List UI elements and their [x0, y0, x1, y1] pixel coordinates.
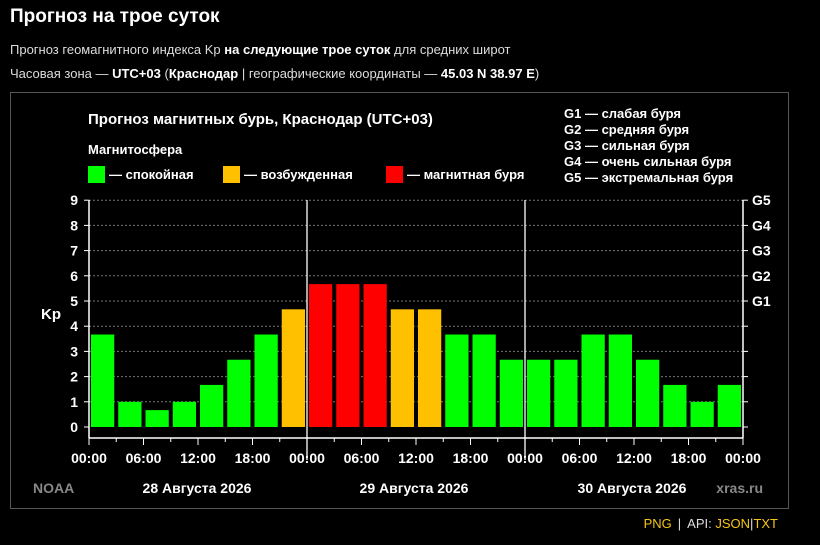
- y-tick-label: 9: [70, 192, 78, 208]
- kp-bar: [91, 334, 115, 427]
- g-scale-g4: G4 — очень сильная буря: [564, 154, 731, 169]
- x-tick-label: 00:00: [289, 450, 325, 466]
- kp-bar: [145, 410, 169, 427]
- png-link[interactable]: PNG: [643, 516, 672, 531]
- tz-value: UTC+03: [112, 66, 161, 81]
- x-tick-label: 12:00: [180, 450, 216, 466]
- g-scale-tick-label: G5: [752, 192, 771, 208]
- forecast-description: Прогноз геомагнитного индекса Kp на след…: [10, 42, 510, 57]
- kp-bar: [254, 334, 278, 427]
- kp-bar: [717, 384, 741, 427]
- y-tick-label: 2: [70, 369, 78, 385]
- y-tick-label: 6: [70, 268, 78, 284]
- x-tick-label: 06:00: [344, 450, 380, 466]
- tz-prefix: Часовая зона —: [10, 66, 113, 81]
- kp-bar: [608, 334, 632, 427]
- footer-links: PNG | API: JSON|TXT: [644, 516, 778, 531]
- x-tick-label: 00:00: [507, 450, 543, 466]
- day-label-1: 28 Августа 2026: [143, 480, 252, 496]
- kp-bar: [418, 309, 442, 427]
- kp-bar: [636, 359, 660, 427]
- kp-bar: [690, 401, 714, 427]
- kp-bar: [499, 359, 523, 427]
- g-scale-tick-label: G3: [752, 243, 771, 259]
- legend-label-storm: — магнитная буря: [407, 167, 524, 182]
- kp-forecast-chart: Прогноз магнитных бурь, Краснодар (UTC+0…: [33, 106, 771, 496]
- city-name: Краснодар: [168, 66, 239, 81]
- legend-swatch-calm: [88, 166, 105, 183]
- g-scale-tick-label: G4: [752, 217, 771, 233]
- desc-suffix: для средних широт: [390, 42, 511, 57]
- kp-bar: [390, 309, 414, 427]
- coords-value: 45.03 N 38.97 E: [440, 66, 535, 81]
- tz-open-paren: (: [160, 66, 169, 81]
- legend-label-excited: — возбужденная: [244, 167, 353, 182]
- x-tick-label: 12:00: [398, 450, 434, 466]
- source-noaa: NOAA: [33, 480, 74, 496]
- kp-bar: [118, 401, 142, 427]
- source-xras: xras.ru: [716, 480, 763, 496]
- g-scale-g5: G5 — экстремальная буря: [564, 170, 733, 185]
- kp-bar: [172, 401, 196, 427]
- kp-bar: [309, 284, 333, 427]
- x-tick-label: 18:00: [671, 450, 707, 466]
- y-tick-label: 0: [70, 419, 78, 435]
- x-tick-label: 06:00: [562, 450, 598, 466]
- kp-bar: [581, 334, 605, 427]
- footer-separator: |: [677, 516, 682, 531]
- x-tick-label: 00:00: [71, 450, 107, 466]
- legend-label-calm: — спокойная: [109, 167, 194, 182]
- kp-bar: [363, 284, 387, 427]
- plot-area: 0 1 2 3 4 5 6 7 8 9 G1 G2 G3 G4 G5 00:00 06:00 12:00 18:00…: [70, 192, 771, 466]
- y-tick-label: 4: [70, 318, 78, 334]
- g-scale-tick-label: G1: [752, 293, 771, 309]
- x-tick-label: 12:00: [616, 450, 652, 466]
- y-tick-label: 8: [70, 217, 78, 233]
- day-label-3: 30 Августа 2026: [578, 480, 687, 496]
- y-tick-label: 5: [70, 293, 78, 309]
- api-label: API:: [687, 516, 712, 531]
- footer-separator: |: [750, 516, 754, 531]
- x-tick-label: 18:00: [453, 450, 489, 466]
- g-scale-g1: G1 — слабая буря: [564, 106, 681, 121]
- g-scale-g3: G3 — сильная буря: [564, 138, 690, 153]
- y-tick-label: 3: [70, 343, 78, 359]
- tz-close-paren: ): [534, 66, 540, 81]
- kp-bar: [554, 359, 578, 427]
- g-scale-g2: G2 — средняя буря: [564, 122, 689, 137]
- kp-bar: [227, 359, 251, 427]
- kp-bar: [200, 384, 224, 427]
- y-tick-label: 7: [70, 243, 78, 259]
- chart-title: Прогноз магнитных бурь, Краснодар (UTC+0…: [88, 111, 433, 128]
- txt-link[interactable]: TXT: [753, 516, 778, 531]
- day-label-2: 29 Августа 2026: [360, 480, 469, 496]
- kp-bar: [527, 359, 551, 427]
- json-link[interactable]: JSON: [715, 516, 751, 531]
- x-tick-label: 06:00: [126, 450, 162, 466]
- coords-prefix: | географические координаты —: [238, 66, 441, 81]
- kp-bar: [472, 334, 496, 427]
- kp-bar: [445, 334, 469, 427]
- legend-heading: Магнитосфера: [88, 142, 183, 157]
- legend-swatch-excited: [223, 166, 240, 183]
- desc-bold: на следующие трое суток: [224, 42, 391, 57]
- kp-bar: [281, 309, 305, 427]
- kp-bar: [336, 284, 360, 427]
- x-tick-label: 00:00: [725, 450, 761, 466]
- y-tick-label: 1: [70, 394, 78, 410]
- g-scale-tick-label: G2: [752, 268, 771, 284]
- x-tick-label: 18:00: [235, 450, 271, 466]
- page-title: Прогноз на трое суток: [10, 6, 220, 27]
- legend-swatch-storm: [386, 166, 403, 183]
- chart-panel: Прогноз магнитных бурь, Краснодар (UTC+0…: [10, 92, 789, 509]
- desc-prefix: Прогноз геомагнитного индекса Kp: [10, 42, 225, 57]
- kp-bar: [663, 384, 687, 427]
- timezone-info: Часовая зона — UTC+03 (Краснодар | геогр…: [10, 66, 539, 81]
- y-axis-label: Kp: [41, 306, 61, 323]
